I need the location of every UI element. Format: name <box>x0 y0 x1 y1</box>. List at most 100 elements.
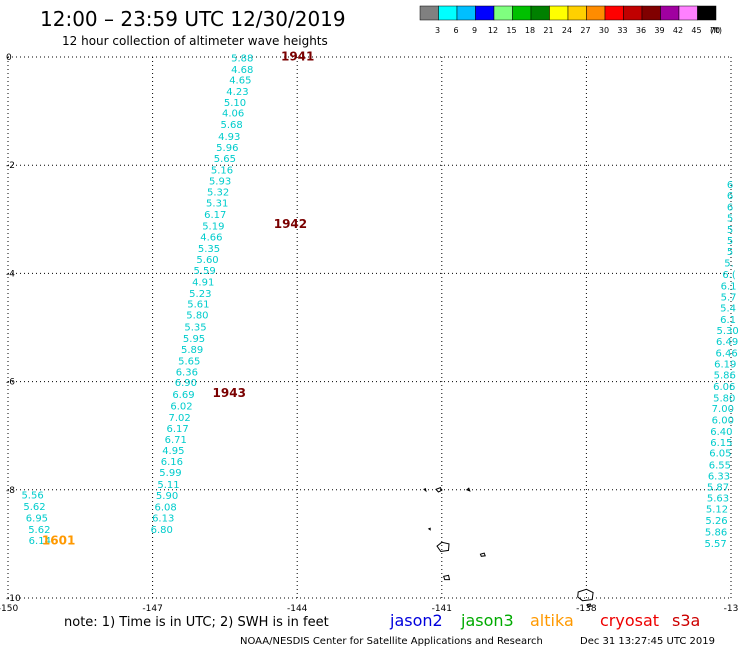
swh-value-label: 6.33 <box>708 472 730 483</box>
pass-time-label: 1943 <box>213 386 246 400</box>
swh-value-label: 5.30 <box>716 326 738 337</box>
swh-value-label: 5 <box>727 247 733 258</box>
swh-value-label: 5 <box>727 225 733 236</box>
swh-value-label: 5.68 <box>221 120 243 131</box>
legend-swatch <box>438 5 458 21</box>
island-outline <box>423 488 427 493</box>
chart-title: 12:00 – 23:59 UTC 12/30/2019 <box>40 7 346 31</box>
swh-value-label: 5.35 <box>184 322 206 333</box>
swh-value-label: 6.36 <box>176 367 198 378</box>
swh-value-label: 6.19 <box>714 360 736 371</box>
legend-swatch <box>641 5 661 21</box>
swh-value-label: 4.06 <box>222 109 244 120</box>
swh-value-label: 5.62 <box>23 502 45 513</box>
satellite-cryosat: cryosat <box>600 611 659 630</box>
swh-value-label: 5.11 <box>157 480 179 491</box>
swh-value-label: 5.99 <box>159 468 181 479</box>
swh-value-label: 6.17 <box>167 424 189 435</box>
swh-value-label: 5.93 <box>209 176 231 187</box>
legend-swatch <box>530 5 550 21</box>
grid-lines <box>7 56 732 599</box>
swh-value-label: 4.66 <box>200 233 222 244</box>
swh-value-label: 6.49 <box>716 337 738 348</box>
island-outlines <box>423 486 594 608</box>
x-tick-label: -150 <box>0 604 18 614</box>
swh-value-label: 6.14 <box>29 536 51 547</box>
swh-value-label: 5.59 <box>194 266 216 277</box>
swh-value-label: 5.86 <box>714 371 736 382</box>
x-tick-label: -144 <box>287 604 308 614</box>
swh-value-label: 6 <box>727 191 733 202</box>
legend-swatch <box>604 5 624 21</box>
x-tick-label: -13 <box>724 604 739 614</box>
swh-value-label: 5 <box>727 214 733 225</box>
legend-label: 9 <box>472 26 477 35</box>
legend-label: 36 <box>636 26 646 35</box>
swh-value-label: 5.57 <box>704 539 726 550</box>
swh-value-label: 4.23 <box>226 87 248 98</box>
swh-value-label: 5.87 <box>707 483 729 494</box>
swh-value-label: 4.93 <box>218 132 240 143</box>
legend-label: 30 <box>599 26 609 35</box>
footer-note: note: 1) Time is in UTC; 2) SWH is in fe… <box>64 615 329 630</box>
legend-swatch <box>419 5 439 21</box>
swh-value-label: 5.88 <box>231 54 253 65</box>
swh-value-label: 5.61 <box>187 300 209 311</box>
island-outline <box>427 527 431 531</box>
legend-swatch <box>512 5 532 21</box>
swh-value-label: 6.1 <box>720 315 736 326</box>
footer-credit: NOAA/NESDIS Center for Satellite Applica… <box>240 636 543 647</box>
swh-value-label: 5.60 <box>196 255 218 266</box>
swh-value-label: 5.32 <box>207 188 229 199</box>
swh-value-label: 6.05 <box>709 448 731 459</box>
legend-swatch <box>549 5 569 21</box>
island-outline <box>465 487 471 492</box>
swh-value-label: 7.02 <box>168 413 190 424</box>
swh-value-label: 6.1 <box>721 281 737 292</box>
satellite-altika: altika <box>530 611 574 630</box>
footer-timestamp: Dec 31 13:27:45 UTC 2019 <box>580 636 715 647</box>
swh-value-label: 5.35 <box>198 244 220 255</box>
legend-label: 70 <box>710 26 720 35</box>
swh-value-label: 6.08 <box>154 503 176 514</box>
swh-value-label: 5.12 <box>706 505 728 516</box>
swh-value-label: 5.23 <box>189 289 211 300</box>
swh-value-label: 4.68 <box>231 65 253 76</box>
legend-swatch <box>678 5 698 21</box>
legend-label: 18 <box>525 26 535 35</box>
island-outline <box>436 541 450 553</box>
satellite-s3a: s3a <box>672 611 700 630</box>
swh-value-label: 5.90 <box>156 491 178 502</box>
swh-value-label: 6.00 <box>712 415 734 426</box>
legend-label: 45 <box>691 26 701 35</box>
swh-value-label: 6.55 <box>709 460 731 471</box>
island-outline <box>479 552 486 557</box>
swh-value-label: 6.06 <box>713 382 735 393</box>
chart-subtitle: 12 hour collection of altimeter wave hei… <box>62 34 328 48</box>
legend-label: 3 <box>435 26 440 35</box>
legend-swatch <box>493 5 513 21</box>
pass-time-label: 1942 <box>274 217 307 231</box>
swh-value-label: 6.90 <box>175 378 197 389</box>
swh-value-label: 5.31 <box>206 199 228 210</box>
satellite-jason3: jason3 <box>460 611 514 630</box>
swh-value-label: 4.91 <box>192 278 214 289</box>
legend-label: 33 <box>617 26 627 35</box>
swh-value-label: 5.56 <box>21 491 43 502</box>
swh-value-label: 6.17 <box>204 210 226 221</box>
legend-swatch <box>660 5 680 21</box>
y-tick-label: -2 <box>6 161 15 171</box>
x-tick-label: -141 <box>432 604 452 614</box>
swh-value-label: 5.65 <box>214 154 236 165</box>
swh-value-label: 4.65 <box>229 76 251 87</box>
swh-value-label: 5.80 <box>713 393 735 404</box>
legend-label: 39 <box>654 26 664 35</box>
legend-swatch <box>475 5 495 21</box>
legend-swatch <box>586 5 606 21</box>
legend-label: 6 <box>453 26 458 35</box>
swh-value-label: 5. <box>724 259 734 270</box>
swh-value-label: 6.95 <box>26 513 48 524</box>
swh-value-label: 6.15 <box>710 438 732 449</box>
legend-swatch <box>567 5 587 21</box>
legend-label: 42 <box>673 26 683 35</box>
